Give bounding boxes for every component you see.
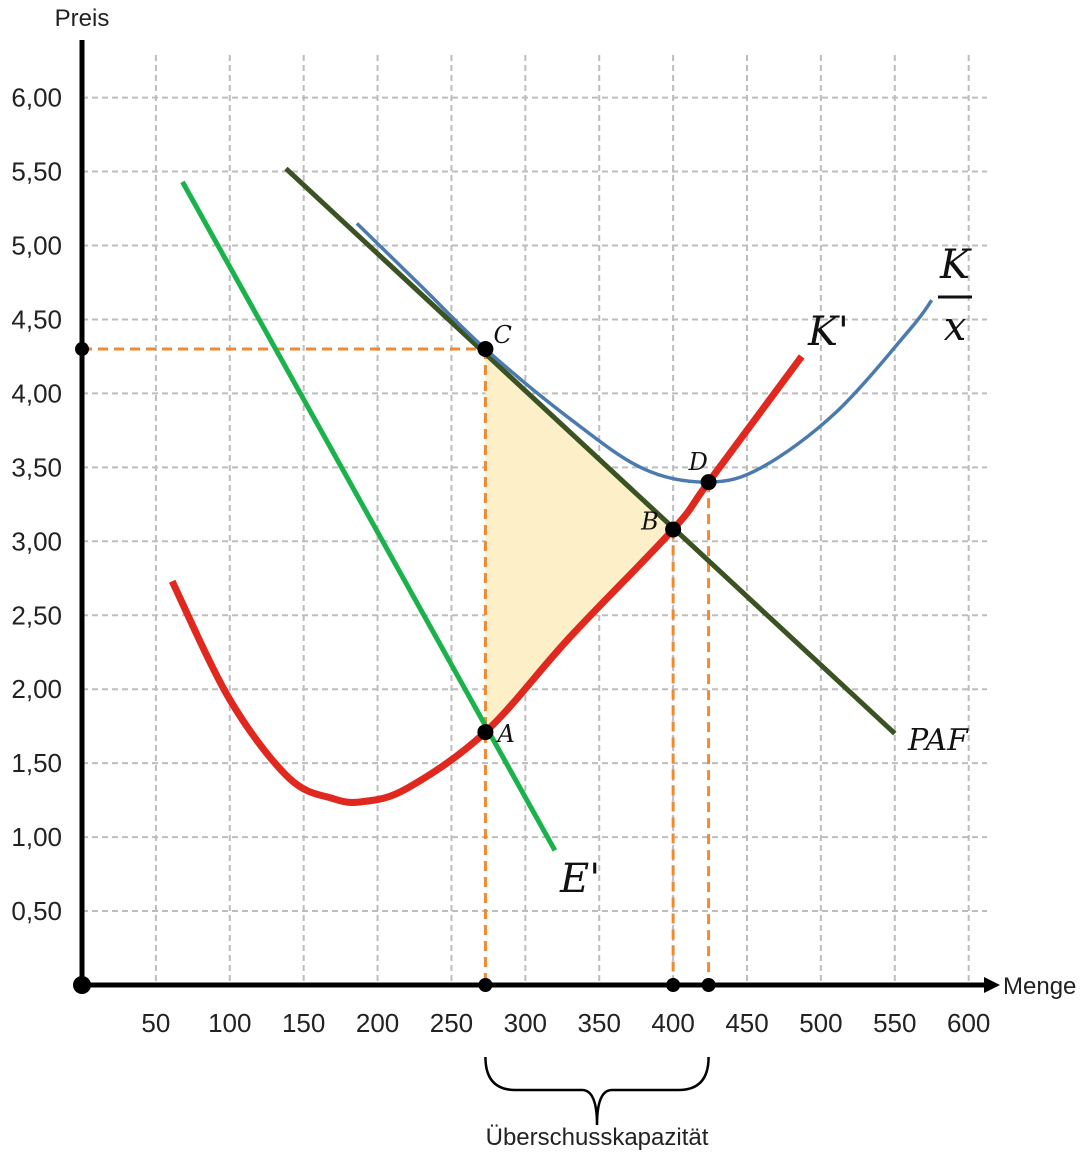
series-label-paf: PAF xyxy=(907,723,969,758)
x-tick-label-6: 350 xyxy=(578,1008,621,1038)
y-tick-label-1: 1,00 xyxy=(11,822,62,852)
points-group: A B C D xyxy=(477,321,717,748)
y-tick-label-0: 0,50 xyxy=(11,896,62,926)
x-tick-label-3: 200 xyxy=(356,1008,399,1038)
x-tick-label-9: 500 xyxy=(799,1008,842,1038)
y-axis-title: Preis xyxy=(55,5,110,32)
x-tick-label-4: 250 xyxy=(430,1008,473,1038)
point-label-b: B xyxy=(640,507,659,535)
series-line-k-prime xyxy=(168,354,805,806)
x-tick-label-0: 50 xyxy=(141,1008,170,1038)
series-group xyxy=(168,166,934,852)
y-tick-label-4: 2,50 xyxy=(11,600,62,630)
brace-shape xyxy=(484,1056,710,1126)
x-tick-label-8: 450 xyxy=(725,1008,768,1038)
x-tick-label-10: 550 xyxy=(873,1008,916,1038)
point-c xyxy=(477,341,494,358)
point-label-c: C xyxy=(493,321,511,349)
x-tick-label-11: 600 xyxy=(947,1008,990,1038)
x-axis-arrow xyxy=(984,977,1000,993)
y-tick-label-5: 3,00 xyxy=(11,526,62,556)
axes: Preis Menge xyxy=(55,5,1077,1000)
y-tick-label-2: 1,50 xyxy=(11,748,62,778)
series-label-k-prime: K' xyxy=(807,309,849,355)
x-tick-label-5: 300 xyxy=(504,1008,547,1038)
point-a xyxy=(477,724,494,741)
brace-label: Überschusskapazität xyxy=(486,1124,709,1151)
fraction-numerator: K xyxy=(939,242,972,288)
x-tick-label-7: 400 xyxy=(651,1008,694,1038)
point-d xyxy=(700,474,717,491)
series-line-k-over-x xyxy=(355,222,934,484)
x-tick-label-1: 100 xyxy=(208,1008,251,1038)
point-label-a: A xyxy=(495,720,514,748)
series-line-e-prime xyxy=(180,180,558,852)
capacity-brace: Überschusskapazität xyxy=(484,1056,710,1151)
y-tick-label-9: 5,00 xyxy=(11,231,62,261)
series-line-paf xyxy=(284,166,897,736)
origin-point xyxy=(73,976,91,994)
y-tick-label-3: 2,00 xyxy=(11,674,62,704)
x-axis-title: Menge xyxy=(1003,973,1076,1000)
shaded-area xyxy=(485,349,674,733)
series-label-e-prime: E' xyxy=(559,856,600,902)
y-tick-label-7: 4,00 xyxy=(11,378,62,408)
tick-labels: 50 100 150 200 250 300 350 400 450 500 550 600 0,50 1… xyxy=(11,83,990,1038)
y-tick-label-6: 3,50 xyxy=(11,452,62,482)
fraction-denominator: x xyxy=(944,304,967,350)
point-b xyxy=(665,521,682,538)
point-label-d: D xyxy=(688,448,708,476)
series-label-k-over-x: K x xyxy=(938,242,972,350)
shaded-region xyxy=(485,349,674,733)
y-tick-label-10: 5,50 xyxy=(11,157,62,187)
y-tick-label-11: 6,00 xyxy=(11,83,62,113)
reference-lines xyxy=(75,342,716,992)
y-tick-label-8: 4,50 xyxy=(11,304,62,334)
x-tick-label-2: 150 xyxy=(282,1008,325,1038)
curve-labels: K' E' PAF K x xyxy=(559,242,972,902)
